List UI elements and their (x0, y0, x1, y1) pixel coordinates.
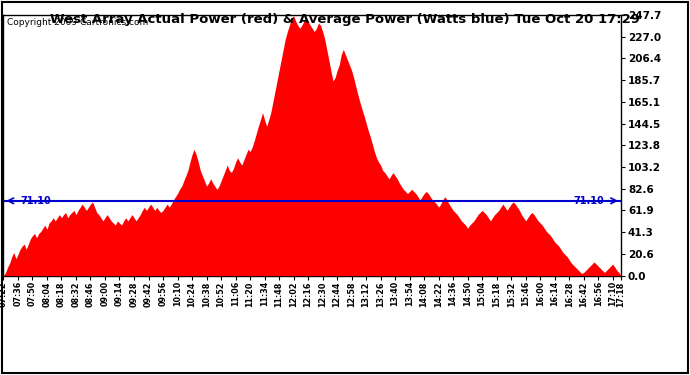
Text: West Array Actual Power (red) & Average Power (Watts blue) Tue Oct 20 17:29: West Array Actual Power (red) & Average … (50, 13, 640, 26)
Text: 71.10: 71.10 (20, 196, 51, 206)
Text: Copyright 2009 Cartronics.com: Copyright 2009 Cartronics.com (7, 18, 148, 27)
Text: 71.10: 71.10 (573, 196, 604, 206)
